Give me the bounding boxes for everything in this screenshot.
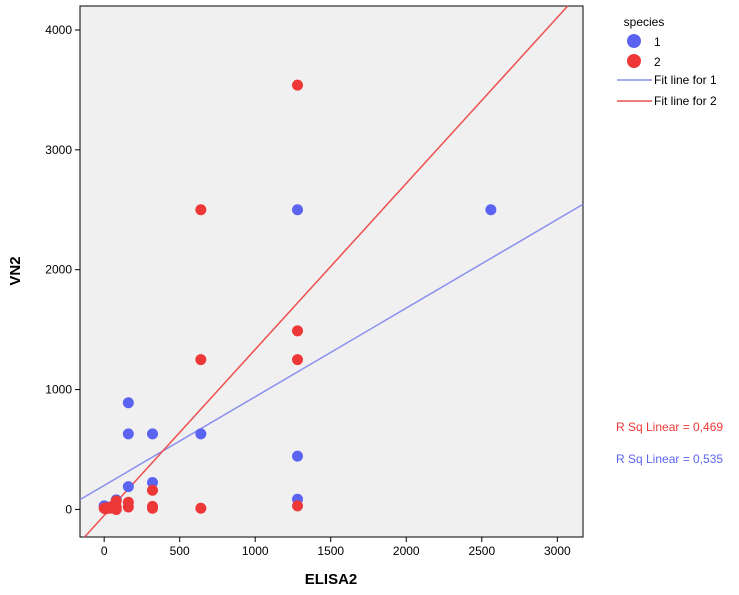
x-tick-label: 2500 xyxy=(468,544,495,558)
data-point-series-1 xyxy=(292,450,304,462)
x-tick-label: 0 xyxy=(101,544,108,558)
data-point-series-1 xyxy=(122,481,134,493)
data-point-series-2 xyxy=(195,354,207,366)
plot-area xyxy=(79,5,584,538)
data-point-series-2 xyxy=(122,501,134,513)
y-tick-label: 0 xyxy=(65,502,72,516)
x-tick-label: 3000 xyxy=(544,544,571,558)
x-tick-label: 1000 xyxy=(242,544,269,558)
data-point-series-2 xyxy=(110,503,122,515)
y-axis: 0 1000 2000 3000 4000 xyxy=(45,23,80,516)
x-tick-label: 1500 xyxy=(317,544,344,558)
legend-label-2: 2 xyxy=(654,55,661,69)
x-tick-label: 2000 xyxy=(393,544,420,558)
legend-label-1: 1 xyxy=(654,35,661,49)
data-point-series-2 xyxy=(147,484,159,496)
y-tick-label: 2000 xyxy=(45,263,72,277)
y-tick-label: 4000 xyxy=(45,23,72,37)
data-point-series-1 xyxy=(122,397,134,409)
legend-marker-2 xyxy=(627,54,641,68)
data-point-series-1 xyxy=(195,428,207,440)
data-point-series-1 xyxy=(147,428,159,440)
data-point-series-1 xyxy=(122,428,134,440)
y-tick-label: 1000 xyxy=(45,383,72,397)
r-squared-label-2: R Sq Linear = 0,469 xyxy=(616,420,723,434)
data-point-series-1 xyxy=(147,476,159,488)
legend-title: species xyxy=(624,15,665,29)
fit-line-series-2 xyxy=(83,5,569,538)
y-tick-label: 3000 xyxy=(45,143,72,157)
x-tick-label: 500 xyxy=(170,544,190,558)
data-point-series-2 xyxy=(195,502,207,514)
data-point-series-1 xyxy=(485,204,497,216)
fit-lines xyxy=(79,5,584,538)
data-point-series-2 xyxy=(292,354,304,366)
x-axis: 0 500 1000 1500 2000 2500 3000 xyxy=(101,537,571,558)
data-point-series-2 xyxy=(292,325,304,337)
legend-fit-label-1: Fit line for 1 xyxy=(654,73,717,87)
data-point-series-2 xyxy=(292,79,304,91)
legend: species 1 2 Fit line for 1 Fit line for … xyxy=(617,15,717,108)
data-point-series-1 xyxy=(292,204,304,216)
y-axis-title: VN2 xyxy=(7,256,24,285)
data-point-series-2 xyxy=(292,500,304,512)
legend-fit-label-2: Fit line for 2 xyxy=(654,94,717,108)
legend-marker-1 xyxy=(627,34,641,48)
r-squared-label-1: R Sq Linear = 0,535 xyxy=(616,452,723,466)
data-point-series-2 xyxy=(195,204,207,216)
data-points xyxy=(98,79,497,515)
x-axis-title: ELISA2 xyxy=(305,571,358,588)
data-point-series-2 xyxy=(147,502,159,514)
